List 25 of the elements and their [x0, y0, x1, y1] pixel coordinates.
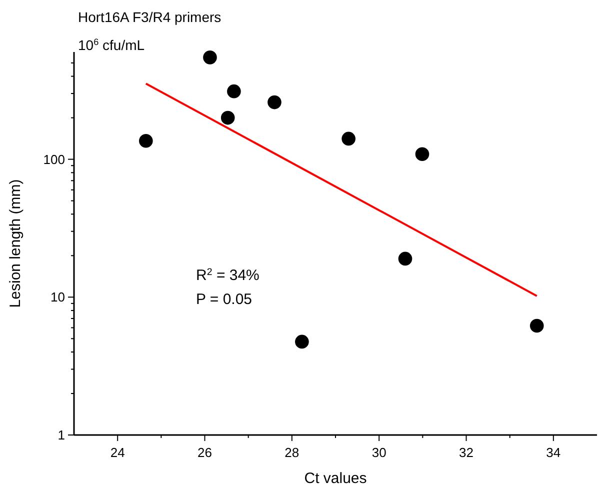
point: [203, 50, 217, 64]
annotation: R$^{2}$ = 34%: [196, 266, 260, 284]
annotation: P = 0.05: [196, 291, 252, 308]
y-tick-label: 1: [58, 428, 65, 443]
chart-title: Hort16A F3/R4 primers: [78, 9, 222, 25]
point: [268, 95, 282, 110]
point: [342, 132, 356, 146]
y-tick-label: 10: [50, 290, 65, 305]
x-tick-label: 24: [110, 445, 125, 460]
x-axis-title: Ct values: [304, 470, 367, 487]
point: [415, 147, 430, 162]
point: [295, 334, 309, 349]
y-tick-label: 100: [43, 152, 65, 167]
point: [139, 134, 153, 148]
chart-subtitle: 10$^{6}$ cfu/mL: [78, 37, 145, 53]
point: [227, 84, 241, 98]
point: [220, 110, 235, 125]
point: [398, 252, 412, 266]
x-tick-label: 28: [284, 445, 300, 460]
y-axis-title: Lesion length (mm): [7, 179, 24, 308]
point: [530, 318, 544, 333]
x-tick-label: 32: [459, 445, 474, 460]
x-tick-label: 30: [372, 445, 386, 460]
x-tick-label: 26: [198, 445, 212, 460]
x-tick-label: 34: [546, 445, 561, 460]
